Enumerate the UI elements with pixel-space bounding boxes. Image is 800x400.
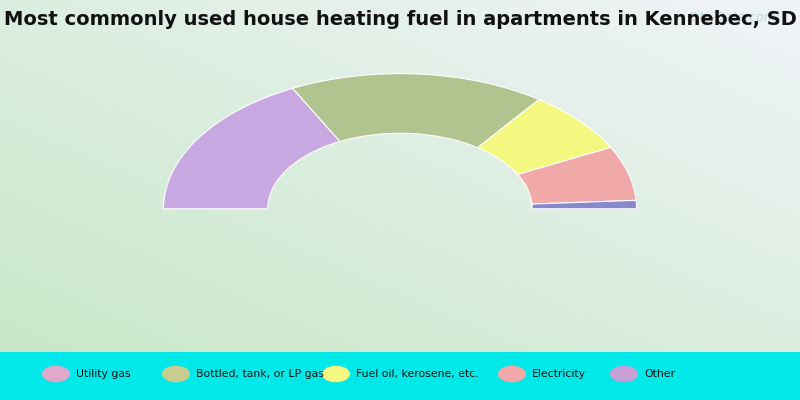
Text: Bottled, tank, or LP gas: Bottled, tank, or LP gas [196,369,324,379]
Text: Most commonly used house heating fuel in apartments in Kennebec, SD: Most commonly used house heating fuel in… [3,10,797,29]
Wedge shape [293,74,539,148]
Text: Utility gas: Utility gas [76,369,130,379]
Wedge shape [478,100,610,174]
Ellipse shape [322,366,350,382]
Wedge shape [532,200,637,209]
Text: City-Data.com: City-Data.com [687,10,776,24]
Text: Other: Other [644,369,675,379]
Ellipse shape [498,366,526,382]
Wedge shape [163,88,340,209]
Text: Fuel oil, kerosene, etc.: Fuel oil, kerosene, etc. [356,369,478,379]
Text: Electricity: Electricity [532,369,586,379]
Ellipse shape [610,366,638,382]
Ellipse shape [162,366,190,382]
Ellipse shape [42,366,70,382]
Wedge shape [518,148,636,204]
